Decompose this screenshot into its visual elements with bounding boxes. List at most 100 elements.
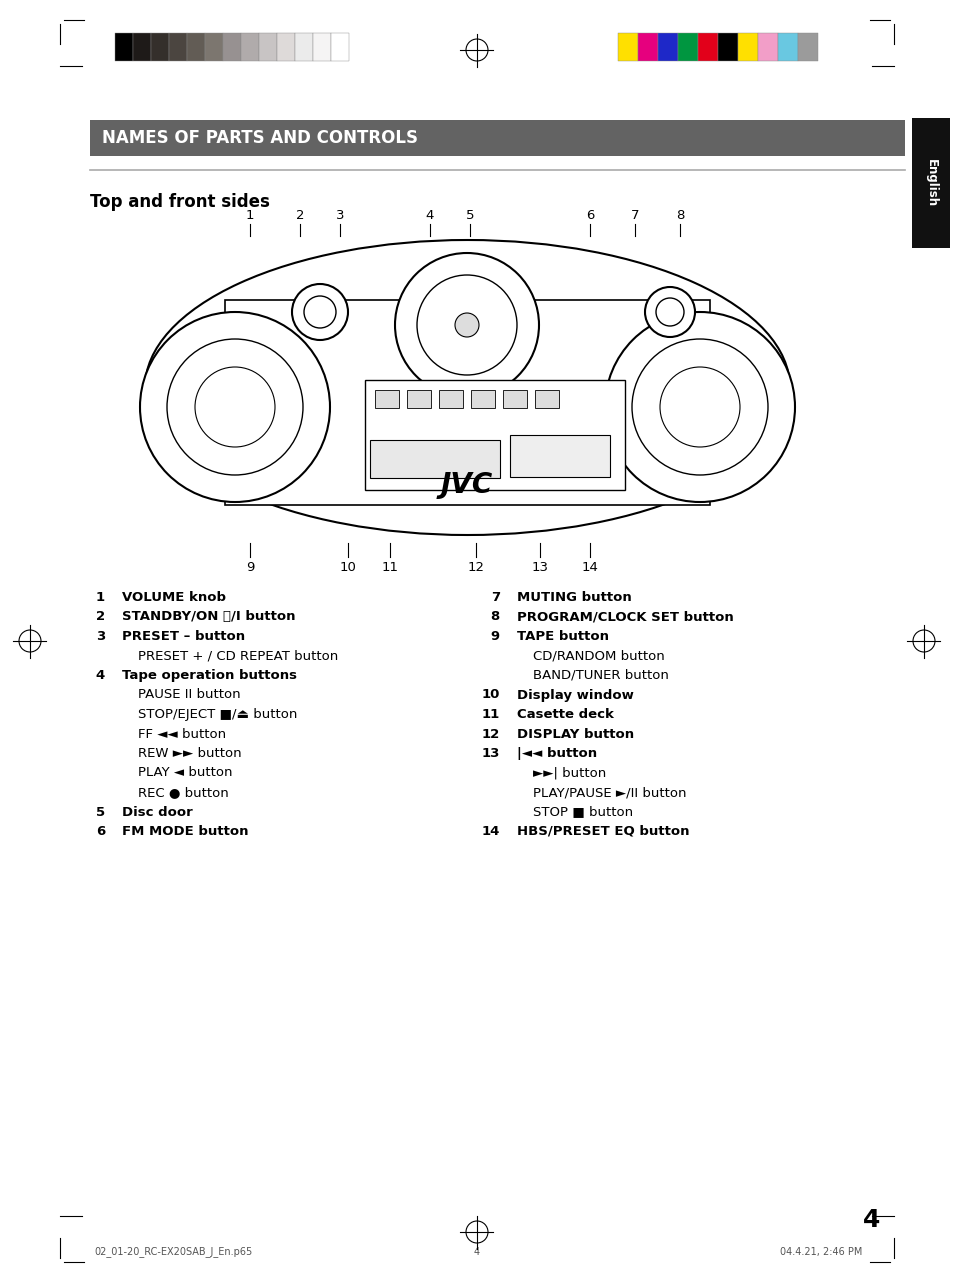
Circle shape (140, 312, 330, 503)
Text: 2: 2 (295, 209, 304, 222)
Text: PRESET + / CD REPEAT button: PRESET + / CD REPEAT button (138, 650, 338, 663)
Bar (132, 33, 151, 62)
Text: 12: 12 (467, 562, 484, 574)
Text: PROGRAM/CLOCK SET button: PROGRAM/CLOCK SET button (517, 610, 733, 623)
Circle shape (304, 296, 335, 328)
Text: |◄◄ button: |◄◄ button (517, 747, 597, 760)
Text: 14: 14 (481, 826, 499, 838)
Text: Tape operation buttons: Tape operation buttons (122, 669, 296, 682)
Text: DISPLAY button: DISPLAY button (517, 727, 634, 741)
Text: PLAY ◄ button: PLAY ◄ button (138, 767, 233, 779)
Text: ►►| button: ►►| button (533, 767, 605, 779)
Bar (276, 33, 294, 62)
Text: 02_01-20_RC-EX20SAB_J_En.p65: 02_01-20_RC-EX20SAB_J_En.p65 (94, 1246, 252, 1258)
Bar (797, 33, 817, 62)
Text: 10: 10 (481, 688, 499, 701)
Text: JVC: JVC (440, 470, 493, 499)
Text: 4: 4 (95, 669, 105, 682)
Circle shape (659, 367, 740, 447)
Text: MUTING button: MUTING button (517, 591, 631, 604)
Circle shape (292, 285, 348, 340)
Bar (638, 33, 658, 62)
Bar (370, 440, 499, 478)
Text: 11: 11 (481, 708, 499, 720)
Bar (502, 390, 526, 408)
Text: VOLUME knob: VOLUME knob (122, 591, 226, 604)
Text: 3: 3 (95, 629, 105, 644)
Text: HBS/PRESET EQ button: HBS/PRESET EQ button (517, 826, 689, 838)
Text: FM MODE button: FM MODE button (122, 826, 248, 838)
Bar (294, 33, 313, 62)
Bar (365, 379, 624, 490)
Text: 1: 1 (95, 591, 105, 604)
Text: PLAY/PAUSE ►/II button: PLAY/PAUSE ►/II button (533, 786, 686, 799)
Bar (331, 33, 349, 62)
Circle shape (656, 297, 683, 326)
Text: Disc door: Disc door (122, 805, 193, 818)
Bar (618, 33, 638, 62)
Text: CD/RANDOM button: CD/RANDOM button (533, 650, 664, 663)
Bar (535, 390, 558, 408)
Text: 04.4.21, 2:46 PM: 04.4.21, 2:46 PM (779, 1247, 862, 1256)
Text: PRESET – button: PRESET – button (122, 629, 245, 644)
Text: 8: 8 (675, 209, 683, 222)
Text: English: English (923, 159, 937, 208)
Text: 4: 4 (862, 1208, 879, 1232)
Text: Top and front sides: Top and front sides (90, 194, 270, 212)
Bar (698, 33, 718, 62)
Text: 9: 9 (491, 629, 499, 644)
Text: REW ►► button: REW ►► button (138, 747, 241, 760)
Bar (407, 390, 431, 408)
Bar (241, 33, 258, 62)
Circle shape (604, 312, 794, 503)
Text: STOP ■ button: STOP ■ button (533, 805, 633, 818)
Text: STOP/EJECT ■/⏏ button: STOP/EJECT ■/⏏ button (138, 708, 297, 720)
Bar (223, 33, 241, 62)
Text: REC ● button: REC ● button (138, 786, 229, 799)
Circle shape (631, 338, 767, 476)
Text: 4: 4 (474, 1247, 479, 1256)
Text: 6: 6 (95, 826, 105, 838)
Bar (205, 33, 223, 62)
Bar (151, 33, 169, 62)
Circle shape (167, 338, 303, 476)
Text: 5: 5 (95, 805, 105, 818)
Text: 9: 9 (246, 562, 253, 574)
Bar (718, 33, 738, 62)
Text: 2: 2 (95, 610, 105, 623)
Bar (90, 121, 904, 156)
Text: Casette deck: Casette deck (517, 708, 613, 720)
Bar (471, 390, 495, 408)
Ellipse shape (145, 240, 789, 535)
Bar (313, 33, 331, 62)
Text: FF ◄◄ button: FF ◄◄ button (138, 727, 226, 741)
Bar (510, 435, 609, 477)
Text: TAPE button: TAPE button (517, 629, 608, 644)
Text: 1: 1 (246, 209, 254, 222)
Text: 4: 4 (425, 209, 434, 222)
Text: PAUSE II button: PAUSE II button (138, 688, 240, 701)
Bar (187, 33, 205, 62)
Bar (911, 118, 949, 247)
Text: 13: 13 (481, 747, 499, 760)
Circle shape (194, 367, 274, 447)
Text: 13: 13 (531, 562, 548, 574)
Bar (258, 33, 276, 62)
Text: 8: 8 (490, 610, 499, 623)
Text: 14: 14 (581, 562, 598, 574)
Circle shape (644, 287, 695, 337)
Text: STANDBY/ON ⏻/I button: STANDBY/ON ⏻/I button (122, 610, 295, 623)
Bar (438, 390, 462, 408)
Text: 10: 10 (339, 562, 356, 574)
Bar (375, 390, 398, 408)
Text: BAND/TUNER button: BAND/TUNER button (533, 669, 668, 682)
Bar (678, 33, 698, 62)
Bar (225, 300, 709, 505)
Bar (778, 33, 797, 62)
Text: 3: 3 (335, 209, 344, 222)
Text: NAMES OF PARTS AND CONTROLS: NAMES OF PARTS AND CONTROLS (102, 129, 417, 147)
Bar (169, 33, 187, 62)
Text: 11: 11 (381, 562, 398, 574)
Circle shape (395, 253, 538, 397)
Text: 12: 12 (481, 727, 499, 741)
